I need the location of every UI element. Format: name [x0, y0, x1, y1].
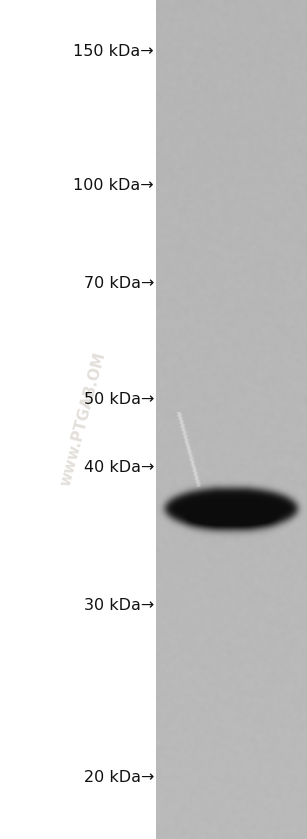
Text: 70 kDa→: 70 kDa→: [84, 275, 154, 290]
Text: www.PTGAB.OM: www.PTGAB.OM: [58, 351, 108, 488]
Text: 50 kDa→: 50 kDa→: [84, 393, 154, 408]
Text: 30 kDa→: 30 kDa→: [84, 597, 154, 612]
Text: 150 kDa→: 150 kDa→: [73, 44, 154, 60]
Text: 100 kDa→: 100 kDa→: [73, 178, 154, 192]
Text: 40 kDa→: 40 kDa→: [84, 460, 154, 475]
Text: 20 kDa→: 20 kDa→: [84, 770, 154, 785]
